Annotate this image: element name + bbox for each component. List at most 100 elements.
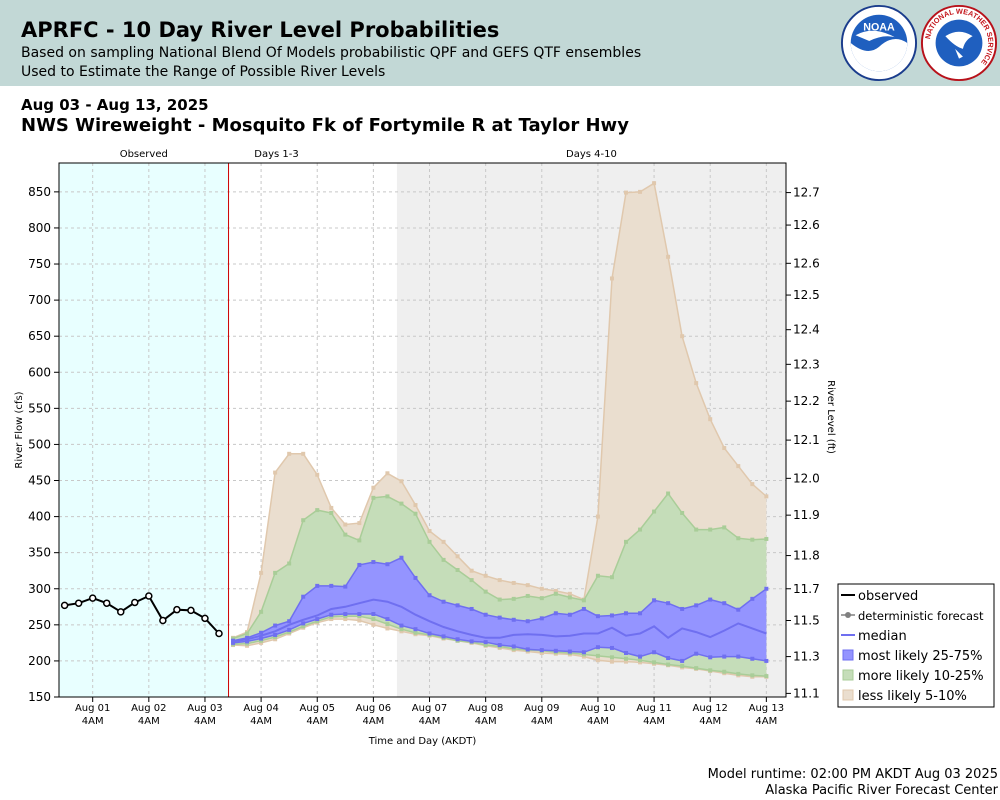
more-likely-band-upper-marker (357, 538, 362, 543)
most-likely-band-upper-marker (385, 562, 390, 567)
more-likely-band-upper-marker (245, 631, 250, 636)
most-likely-band-lower-marker (455, 637, 460, 642)
y-right-tick-label: 12.2 (793, 394, 820, 408)
y-right-tick-label: 12.4 (793, 323, 820, 337)
legend-swatch-less (842, 689, 854, 701)
most-likely-band-lower-marker (329, 612, 334, 617)
more-likely-band-lower-marker (371, 617, 376, 622)
y-right-tick-label: 12.0 (793, 471, 820, 485)
legend-label-more: more likely 10-25% (858, 669, 984, 684)
most-likely-band-lower-marker (301, 621, 306, 626)
x-tick-label: Aug 10 (580, 703, 615, 714)
most-likely-band-upper-marker (399, 555, 404, 560)
y-right-tick-label: 12.6 (793, 218, 820, 232)
more-likely-band-upper-marker (259, 609, 264, 614)
most-likely-band-lower-marker (609, 645, 614, 650)
less-likely-band-upper-marker (441, 539, 446, 544)
legend-label-deterministic: deterministic forecast (858, 609, 984, 623)
less-likely-band-lower-marker (259, 640, 264, 645)
less-likely-band-upper-marker (399, 479, 404, 484)
most-likely-band-lower-marker (581, 650, 586, 655)
most-likely-band-lower-marker (259, 636, 264, 641)
legend-swatch-more (842, 669, 854, 681)
most-likely-band-upper-marker (371, 560, 376, 565)
x-tick-label: Aug 09 (524, 703, 559, 714)
station-name: NWS Wireweight - Mosquito Fk of Fortymil… (21, 115, 629, 136)
more-likely-band-upper-marker (581, 598, 586, 603)
most-likely-band-lower-marker (652, 650, 657, 655)
most-likely-band-lower-marker (624, 650, 629, 655)
y-tick-label: 850 (28, 185, 51, 199)
x-tick-sublabel: 4AM (587, 716, 609, 727)
x-tick-sublabel: 4AM (531, 716, 553, 727)
more-likely-band-upper-marker (441, 557, 446, 562)
most-likely-band-upper-marker (483, 612, 488, 617)
less-likely-band-lower-marker (609, 659, 614, 664)
x-tick-sublabel: 4AM (419, 716, 441, 727)
less-likely-band-upper-marker (371, 485, 376, 490)
header-banner: APRFC - 10 Day River Level Probabilities… (0, 0, 1000, 86)
legend-item-median: median (841, 629, 907, 644)
less-likely-band-lower-marker (385, 626, 390, 631)
most-likely-band-upper-marker (708, 597, 713, 602)
observed-point (131, 598, 139, 607)
most-likely-band-lower-marker (357, 612, 362, 617)
most-likely-band-upper-marker (624, 611, 629, 616)
x-tick-sublabel: 4AM (138, 716, 160, 727)
x-axis-title: Time and Day (AKDT) (368, 736, 477, 747)
x-tick-label: Aug 03 (187, 703, 222, 714)
most-likely-band-upper-marker (680, 606, 685, 611)
most-likely-band-upper-marker (750, 596, 755, 601)
more-likely-band-lower-marker (399, 627, 404, 632)
noaa-logo: NOAA (840, 4, 918, 82)
legend-item-observed: observed (841, 589, 918, 604)
legend-item-most: most likely 25-75% (842, 649, 982, 664)
more-likely-band-lower-marker (483, 643, 488, 648)
more-likely-band-lower-marker (666, 662, 671, 667)
most-likely-band-upper-marker (455, 603, 460, 608)
more-likely-band-upper-marker (694, 527, 699, 532)
more-likely-band-lower-marker (245, 641, 250, 646)
less-likely-band-upper-marker (694, 381, 699, 386)
observed-point (74, 599, 83, 607)
most-likely-band-upper-marker (301, 594, 306, 599)
x-tick-sublabel: 4AM (194, 716, 216, 727)
less-likely-band-upper-marker (666, 254, 671, 259)
more-likely-band-upper-marker (273, 570, 278, 575)
most-likely-band-upper-marker (694, 603, 699, 608)
less-likely-band-upper-marker (652, 181, 657, 186)
observed-point (159, 616, 167, 625)
most-likely-band-lower-marker (315, 617, 320, 622)
more-likely-band-lower-marker (315, 619, 320, 624)
y-right-axis-title: River Level (ft) (825, 380, 836, 454)
more-likely-band-upper-marker (231, 636, 236, 641)
x-tick-sublabel: 4AM (475, 716, 497, 727)
legend-box (837, 583, 995, 708)
y-right-tick-label: 11.9 (793, 508, 820, 522)
most-likely-band-lower-marker (287, 627, 292, 632)
most-likely-band-upper-marker (245, 635, 250, 640)
less-likely-band-lower-marker (273, 637, 278, 642)
most-likely-band-upper-marker (595, 614, 600, 619)
more-likely-band-upper-marker (609, 575, 614, 580)
x-tick-label: Aug 07 (412, 703, 447, 714)
most-likely-band-lower-marker (750, 656, 755, 661)
less-likely-band-upper-marker (539, 586, 544, 591)
x-tick-label: Aug 04 (243, 703, 278, 714)
less-likely-band-upper-marker (736, 464, 741, 469)
more-likely-band-upper-marker (385, 494, 390, 499)
more-likely-band-upper-marker (329, 510, 334, 515)
less-likely-band-upper-marker (259, 570, 264, 575)
more-likely-band-lower-marker (273, 635, 278, 640)
more-likely-band-upper-marker (624, 539, 629, 544)
most-likely-band-lower-marker (245, 639, 250, 644)
most-likely-band-lower-marker (511, 644, 516, 649)
less-likely-band-upper-marker (385, 471, 390, 476)
most-likely-band-upper-marker (259, 630, 264, 635)
more-likely-band-upper-marker (455, 567, 460, 572)
less-likely-band-upper-marker (595, 514, 600, 519)
y-right-tick-label: 11.1 (793, 686, 820, 700)
y-right-tick-label: 11.3 (793, 650, 820, 664)
most-likely-band-upper-marker (441, 599, 446, 604)
more-likely-band-lower-marker (287, 630, 292, 635)
